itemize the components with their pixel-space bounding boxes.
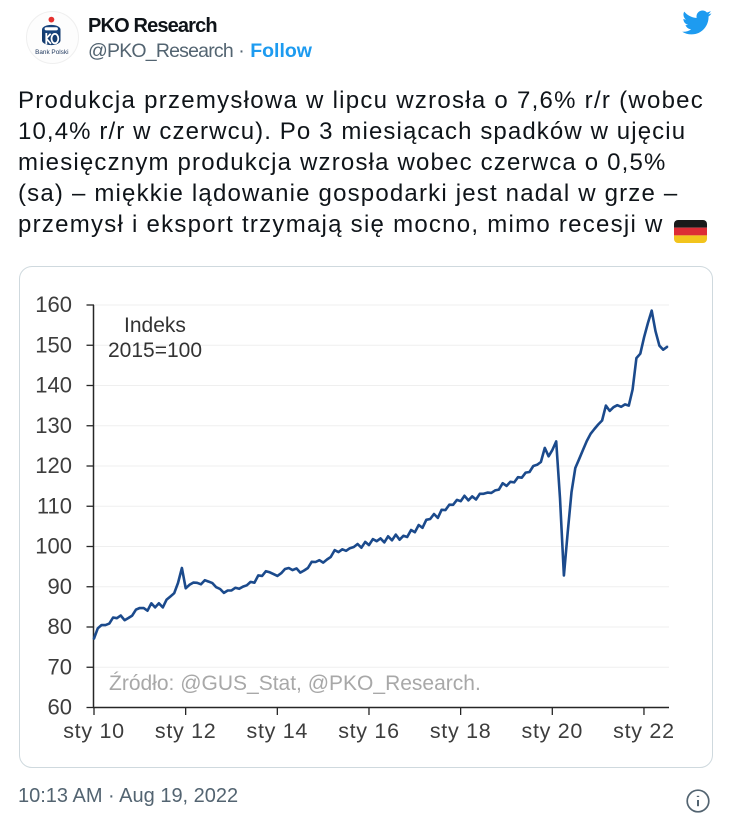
svg-text:sty 22: sty 22 xyxy=(613,719,675,743)
svg-text:sty 12: sty 12 xyxy=(155,719,217,743)
svg-text:160: 160 xyxy=(35,292,72,317)
svg-text:sty 20: sty 20 xyxy=(522,719,584,743)
svg-text:120: 120 xyxy=(35,453,72,478)
svg-text:90: 90 xyxy=(48,574,72,599)
svg-text:130: 130 xyxy=(35,413,72,438)
svg-text:Źródło: @GUS_Stat, @PKO_Resear: Źródło: @GUS_Stat, @PKO_Research. xyxy=(109,672,481,695)
svg-text:Indeks: Indeks xyxy=(124,314,186,337)
svg-text:2015=100: 2015=100 xyxy=(108,339,202,362)
svg-text:sty 10: sty 10 xyxy=(63,719,125,743)
svg-text:sty 18: sty 18 xyxy=(430,719,492,743)
svg-text:Bank Polski: Bank Polski xyxy=(35,49,68,56)
svg-text:140: 140 xyxy=(35,373,72,398)
svg-text:sty 16: sty 16 xyxy=(338,719,400,743)
svg-text:80: 80 xyxy=(48,614,72,639)
svg-text:60: 60 xyxy=(48,695,72,720)
svg-text:sty 14: sty 14 xyxy=(247,719,309,743)
svg-text:70: 70 xyxy=(48,654,72,679)
svg-text:100: 100 xyxy=(35,534,72,559)
svg-text:150: 150 xyxy=(35,332,72,357)
svg-text:110: 110 xyxy=(37,493,72,518)
